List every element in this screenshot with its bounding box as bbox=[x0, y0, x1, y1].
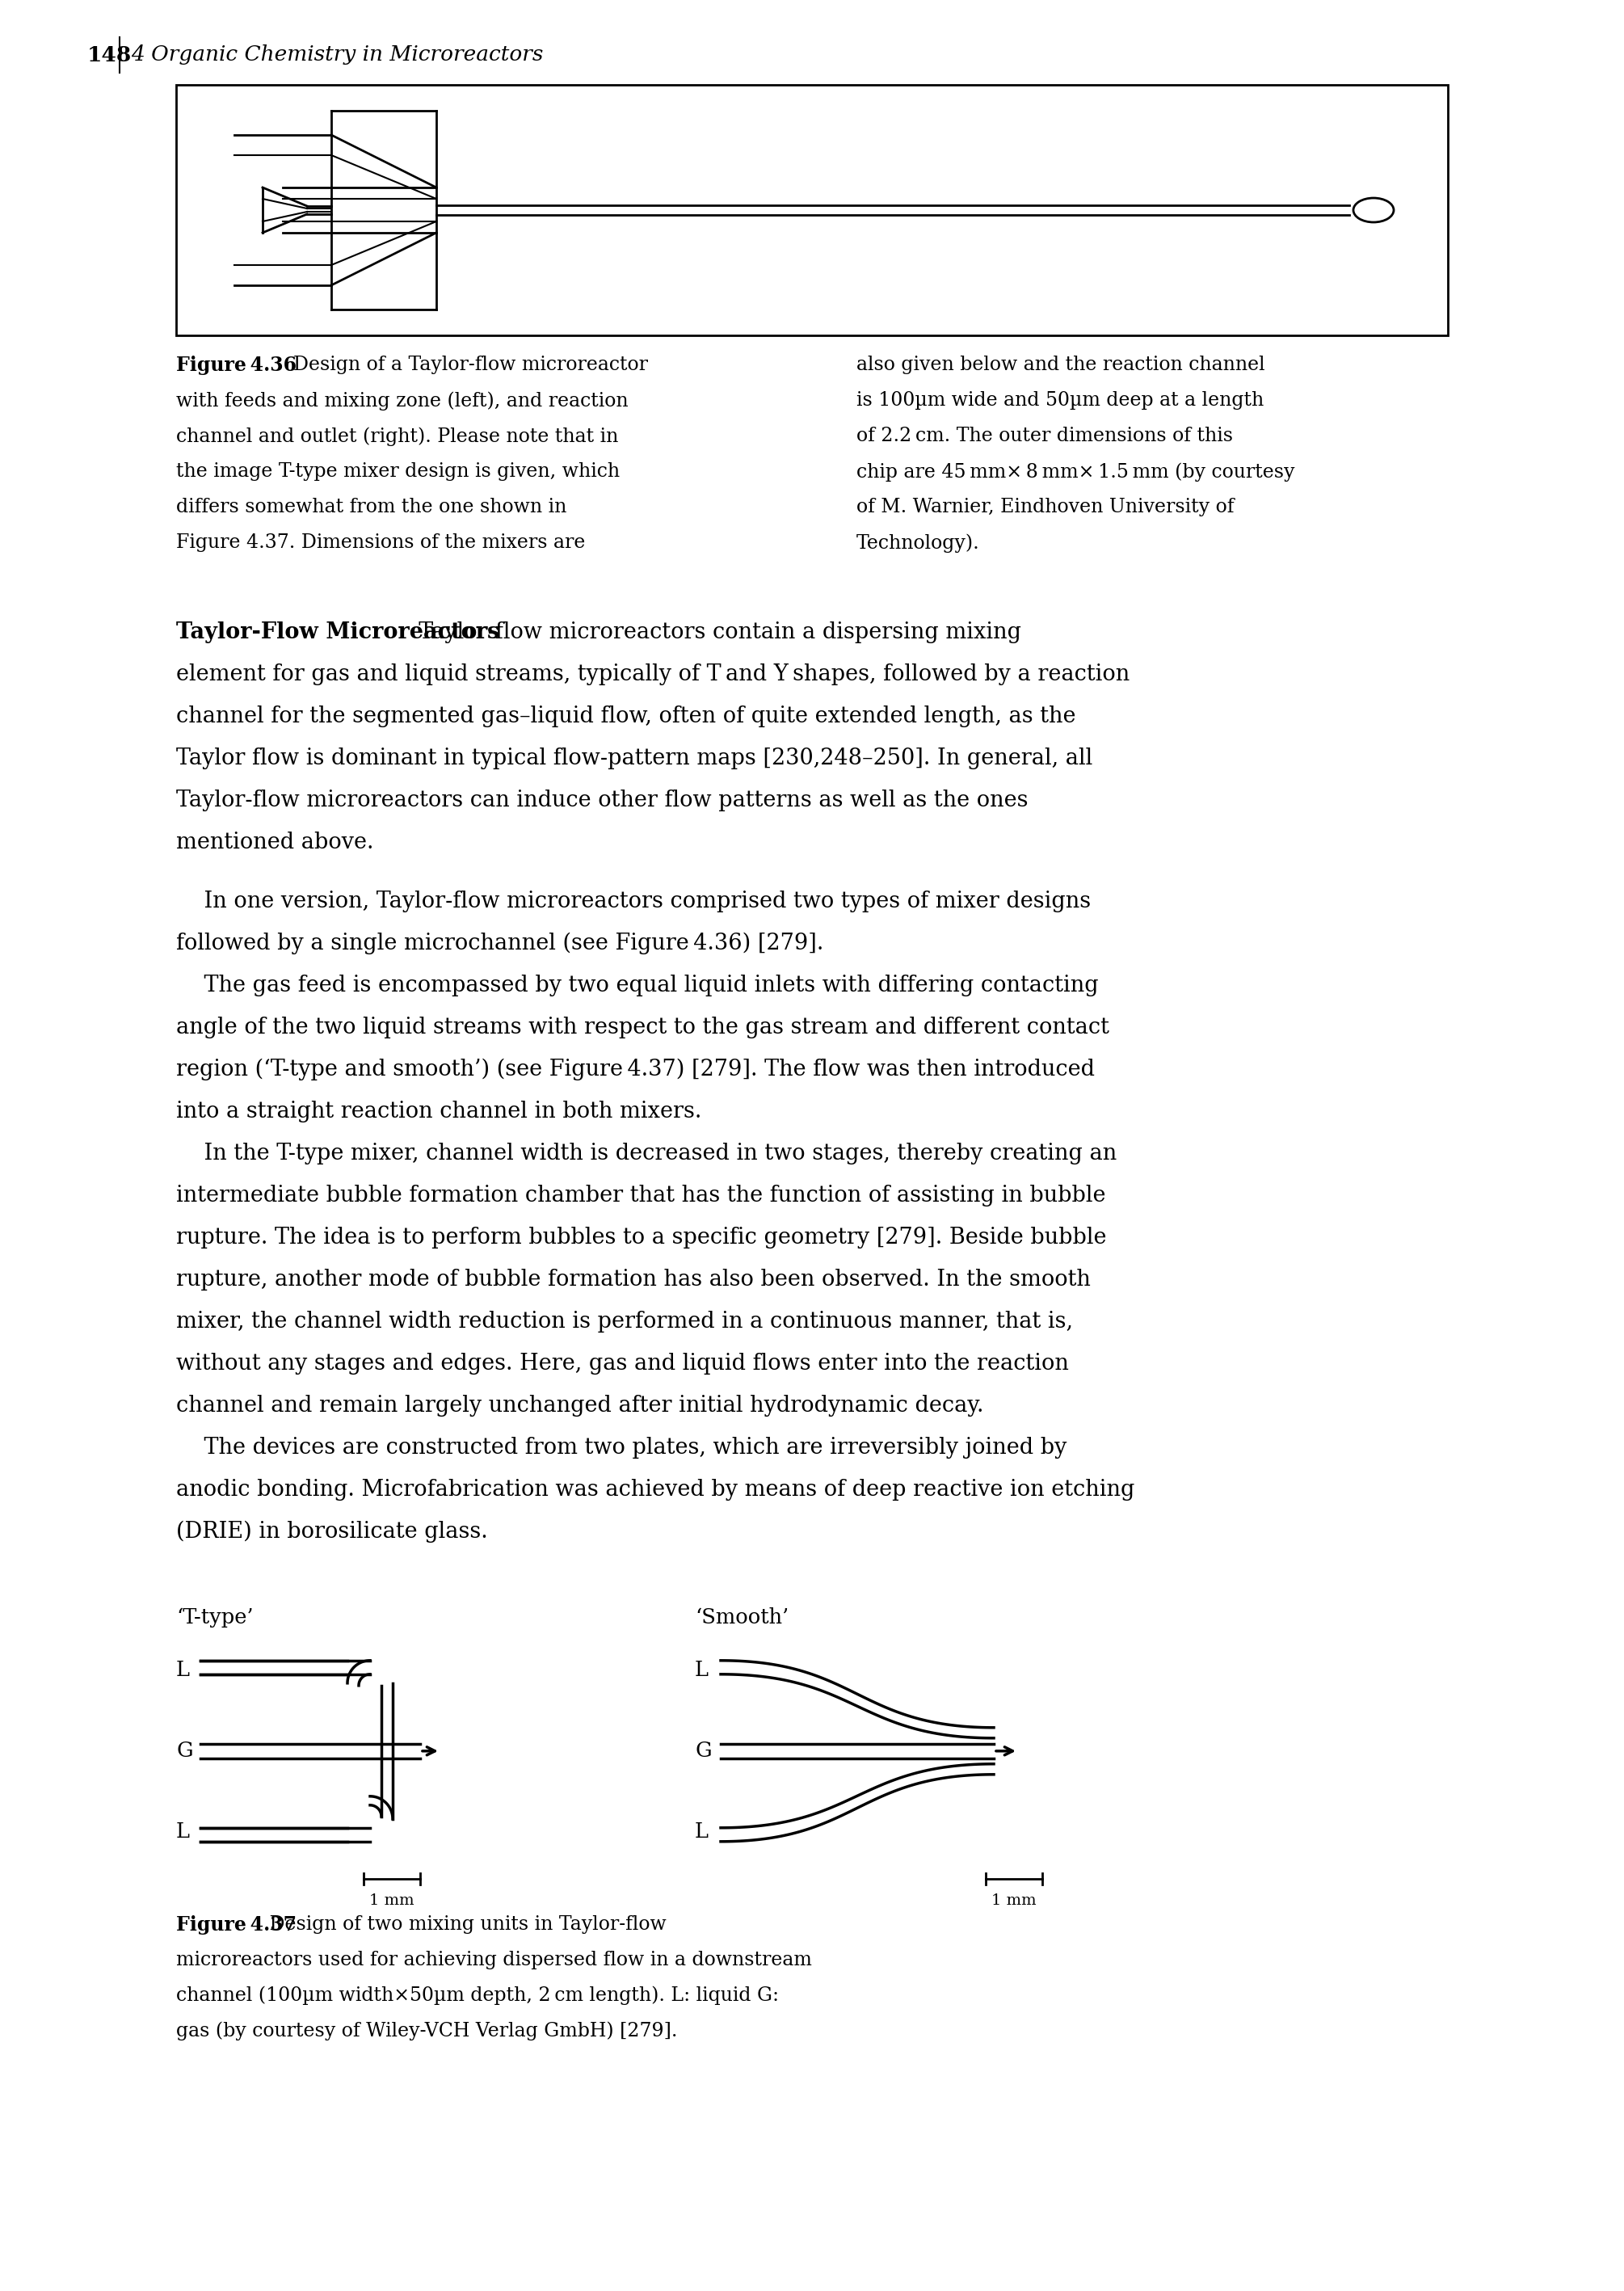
Text: The devices are constructed from two plates, which are irreversibly joined by: The devices are constructed from two pla… bbox=[175, 1436, 1067, 1459]
Text: ‘Smooth’: ‘Smooth’ bbox=[695, 1608, 789, 1627]
Text: rupture. The idea is to perform bubbles to a specific geometry [279]. Beside bub: rupture. The idea is to perform bubbles … bbox=[175, 1226, 1106, 1249]
Bar bbox=[175, 85, 1449, 334]
Text: into a straight reaction channel in both mixers.: into a straight reaction channel in both… bbox=[175, 1100, 702, 1123]
Text: anodic bonding. Microfabrication was achieved by means of deep reactive ion etch: anodic bonding. Microfabrication was ach… bbox=[175, 1478, 1135, 1501]
Text: (DRIE) in borosilicate glass.: (DRIE) in borosilicate glass. bbox=[175, 1521, 487, 1542]
Text: the image T-type mixer design is given, which: the image T-type mixer design is given, … bbox=[175, 463, 620, 481]
Text: In one version, Taylor-flow microreactors comprised two types of mixer designs: In one version, Taylor-flow microreactor… bbox=[175, 891, 1091, 912]
Text: mentioned above.: mentioned above. bbox=[175, 832, 374, 852]
Text: Figure 4.36: Figure 4.36 bbox=[175, 355, 297, 376]
Text: region (‘T-type and smooth’) (see Figure 4.37) [279]. The flow was then introduc: region (‘T-type and smooth’) (see Figure… bbox=[175, 1058, 1095, 1081]
Text: L: L bbox=[695, 1821, 708, 1842]
Text: angle of the two liquid streams with respect to the gas stream and different con: angle of the two liquid streams with res… bbox=[175, 1017, 1109, 1038]
Text: Figure 4.37: Figure 4.37 bbox=[175, 1915, 297, 1934]
Text: In the T-type mixer, channel width is decreased in two stages, thereby creating : In the T-type mixer, channel width is de… bbox=[175, 1143, 1117, 1164]
Text: The gas feed is encompassed by two equal liquid inlets with differing contacting: The gas feed is encompassed by two equal… bbox=[175, 974, 1098, 997]
Text: ‘T-type’: ‘T-type’ bbox=[175, 1608, 253, 1627]
Text: L: L bbox=[175, 1661, 190, 1679]
Text: element for gas and liquid streams, typically of T and Y shapes, followed by a r: element for gas and liquid streams, typi… bbox=[175, 664, 1130, 685]
Text: followed by a single microchannel (see Figure 4.36) [279].: followed by a single microchannel (see F… bbox=[175, 932, 823, 955]
Text: of 2.2 cm. The outer dimensions of this: of 2.2 cm. The outer dimensions of this bbox=[856, 426, 1233, 444]
Text: 1 mm: 1 mm bbox=[369, 1892, 414, 1908]
Text: Design of a Taylor-flow microreactor: Design of a Taylor-flow microreactor bbox=[281, 355, 648, 373]
Text: Technology).: Technology). bbox=[856, 534, 979, 552]
Text: channel and outlet (right). Please note that in: channel and outlet (right). Please note … bbox=[175, 426, 619, 447]
Text: differs somewhat from the one shown in: differs somewhat from the one shown in bbox=[175, 497, 567, 515]
Text: microreactors used for achieving dispersed flow in a downstream: microreactors used for achieving dispers… bbox=[175, 1950, 812, 1970]
Text: channel for the segmented gas–liquid flow, often of quite extended length, as th: channel for the segmented gas–liquid flo… bbox=[175, 706, 1075, 726]
Text: Taylor-Flow Microreactors: Taylor-Flow Microreactors bbox=[175, 621, 500, 644]
Text: chip are 45 mm× 8 mm× 1.5 mm (by courtesy: chip are 45 mm× 8 mm× 1.5 mm (by courtes… bbox=[856, 463, 1294, 481]
Text: intermediate bubble formation chamber that has the function of assisting in bubb: intermediate bubble formation chamber th… bbox=[175, 1184, 1106, 1207]
Text: Figure 4.37. Dimensions of the mixers are: Figure 4.37. Dimensions of the mixers ar… bbox=[175, 534, 585, 552]
Text: channel (100µm width×50µm depth, 2 cm length). L: liquid G:: channel (100µm width×50µm depth, 2 cm le… bbox=[175, 1986, 780, 2005]
Text: 4 Organic Chemistry in Microreactors: 4 Organic Chemistry in Microreactors bbox=[132, 46, 544, 64]
Text: 1 mm: 1 mm bbox=[992, 1892, 1036, 1908]
Text: 148: 148 bbox=[88, 46, 132, 64]
Text: without any stages and edges. Here, gas and liquid flows enter into the reaction: without any stages and edges. Here, gas … bbox=[175, 1352, 1069, 1375]
Ellipse shape bbox=[1353, 197, 1393, 222]
Text: channel and remain largely unchanged after initial hydrodynamic decay.: channel and remain largely unchanged aft… bbox=[175, 1395, 984, 1416]
Text: Taylor-flow microreactors contain a dispersing mixing: Taylor-flow microreactors contain a disp… bbox=[404, 621, 1021, 644]
Text: G: G bbox=[695, 1741, 711, 1762]
Text: gas (by courtesy of Wiley-VCH Verlag GmbH) [279].: gas (by courtesy of Wiley-VCH Verlag Gmb… bbox=[175, 2021, 677, 2041]
Text: L: L bbox=[175, 1821, 190, 1842]
Text: G: G bbox=[175, 1741, 193, 1762]
Text: mixer, the channel width reduction is performed in a continuous manner, that is,: mixer, the channel width reduction is pe… bbox=[175, 1310, 1073, 1333]
Text: with feeds and mixing zone (left), and reaction: with feeds and mixing zone (left), and r… bbox=[175, 392, 628, 410]
Text: is 100µm wide and 50µm deep at a length: is 100µm wide and 50µm deep at a length bbox=[856, 392, 1263, 410]
Text: rupture, another mode of bubble formation has also been observed. In the smooth: rupture, another mode of bubble formatio… bbox=[175, 1269, 1091, 1290]
Text: also given below and the reaction channel: also given below and the reaction channe… bbox=[856, 355, 1265, 373]
Text: Taylor flow is dominant in typical flow-pattern maps [230,248–250]. In general, : Taylor flow is dominant in typical flow-… bbox=[175, 747, 1093, 770]
Text: L: L bbox=[695, 1661, 708, 1679]
Text: Taylor-flow microreactors can induce other flow patterns as well as the ones: Taylor-flow microreactors can induce oth… bbox=[175, 790, 1028, 811]
Text: Design of two mixing units in Taylor-flow: Design of two mixing units in Taylor-flo… bbox=[263, 1915, 667, 1934]
Text: of M. Warnier, Eindhoven University of: of M. Warnier, Eindhoven University of bbox=[856, 497, 1234, 515]
